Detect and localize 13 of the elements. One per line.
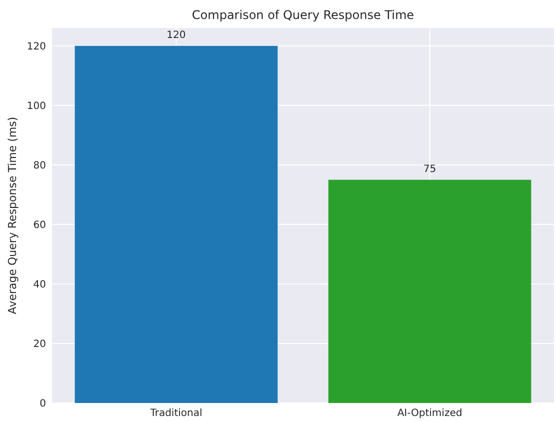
x-tick-label: Traditional — [149, 408, 202, 419]
data-label: 75 — [423, 164, 436, 175]
y-tick-label: 120 — [26, 41, 46, 52]
y-tick-label: 0 — [40, 398, 46, 410]
data-label: 120 — [166, 30, 186, 41]
y-tick-label: 20 — [33, 338, 46, 350]
y-tick-label: 40 — [33, 279, 46, 290]
y-axis-title: Average Query Response Time (ms) — [6, 116, 19, 314]
y-tick-label: 60 — [33, 220, 46, 231]
y-tick-label: 80 — [33, 160, 46, 172]
x-tick-label: AI-Optimized — [397, 408, 462, 419]
y-tick-label: 100 — [26, 100, 46, 112]
chart-title: Comparison of Query Response Time — [192, 8, 414, 22]
